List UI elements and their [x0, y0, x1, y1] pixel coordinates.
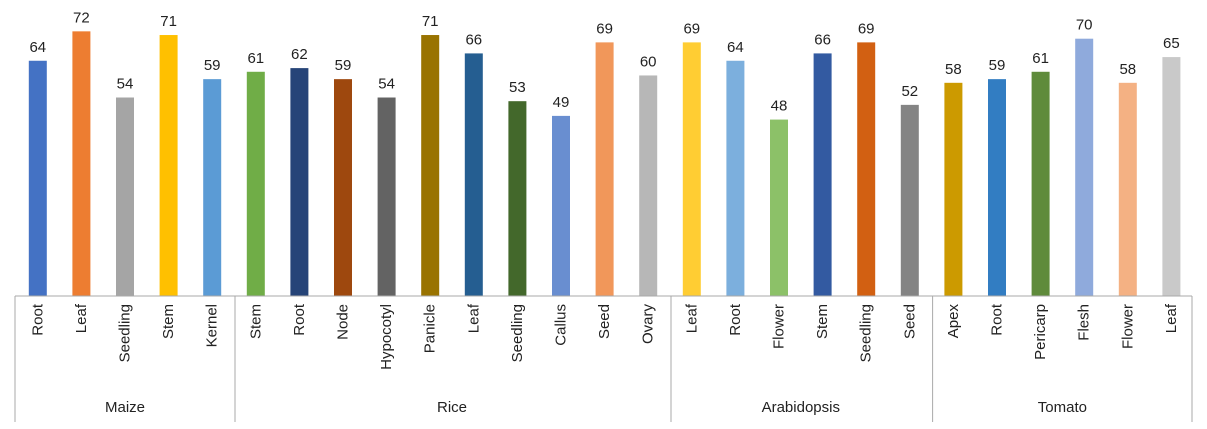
- data-label: 58: [1119, 61, 1136, 78]
- category-axis: [14, 295, 1193, 422]
- data-label: 71: [160, 13, 177, 30]
- category-tick-label: Root: [29, 303, 46, 336]
- data-label: 64: [29, 39, 46, 56]
- bar: [639, 75, 658, 297]
- bar: [595, 42, 614, 296]
- category-tick-label: Seed: [901, 304, 918, 339]
- data-label: 59: [989, 57, 1006, 74]
- category-tick-label: Leaf: [73, 303, 90, 333]
- category-tick-label: Root: [291, 303, 308, 336]
- bar: [72, 31, 91, 296]
- bar: [116, 97, 134, 296]
- category-tick-label: Pericarp: [1032, 304, 1049, 360]
- category-tick-label: Stem: [160, 304, 177, 339]
- data-label: 61: [1032, 50, 1049, 67]
- data-label: 70: [1076, 17, 1093, 34]
- category-tick-label: Leaf: [1163, 303, 1180, 333]
- bar: [1075, 38, 1094, 296]
- bar: [464, 53, 483, 296]
- data-label: 61: [247, 50, 264, 67]
- category-tick-label: Stem: [247, 304, 264, 339]
- bar: [726, 60, 745, 297]
- category-tick-label: Leaf: [683, 303, 700, 333]
- category-tick-label: Flower: [771, 304, 788, 349]
- data-label: 59: [204, 57, 221, 74]
- bar: [203, 79, 222, 296]
- group-label: Maize: [105, 399, 145, 416]
- data-label: 69: [596, 20, 613, 37]
- bar: [290, 68, 309, 296]
- category-tick-label: Root: [989, 303, 1006, 336]
- group-label: Tomato: [1038, 399, 1087, 416]
- bar: [944, 82, 963, 296]
- bar: [508, 101, 527, 296]
- data-label: 69: [858, 20, 875, 37]
- bar: [1162, 57, 1181, 296]
- category-tick-label: Seedling: [858, 304, 875, 362]
- category-tick-label: Seed: [596, 304, 613, 339]
- category-tick-label: Stem: [814, 304, 831, 339]
- bar: [159, 35, 178, 296]
- category-tick-label: Panicle: [422, 304, 439, 353]
- category-tick-label: Flower: [1119, 304, 1136, 349]
- data-label: 60: [640, 53, 657, 70]
- bar: [857, 42, 876, 296]
- data-label: 72: [73, 9, 90, 26]
- data-label: 59: [335, 57, 352, 74]
- category-tick-label: Ovary: [640, 304, 657, 345]
- category-tick-label: Node: [335, 304, 352, 340]
- bar: [1118, 82, 1137, 296]
- data-label: 66: [465, 31, 482, 48]
- category-tick-label: Kernel: [204, 304, 221, 347]
- category-tick-label: Apex: [945, 304, 962, 339]
- category-tick-label: Root: [727, 303, 744, 336]
- category-tick-label: Flesh: [1076, 304, 1093, 341]
- bar: [246, 71, 265, 296]
- bar: [813, 53, 832, 296]
- bar: [900, 104, 919, 296]
- bar: [552, 115, 570, 296]
- bar: [988, 79, 1006, 296]
- bar: [770, 119, 788, 296]
- bar: [421, 35, 440, 296]
- data-label: 52: [901, 83, 918, 100]
- bars-layer: [28, 31, 1181, 297]
- data-label: 71: [422, 13, 439, 30]
- bar: [1031, 71, 1050, 296]
- data-label: 48: [771, 98, 788, 115]
- group-labels-layer: Maize Rice Arabidopsis Tomato: [105, 399, 1087, 416]
- data-label: 65: [1163, 35, 1180, 52]
- category-tick-label: Callus: [553, 304, 570, 346]
- data-label: 62: [291, 46, 308, 63]
- value-labels-layer: 64 72 54 71 59 61 62 59 54 71 66 53 49 69 60 69 64 48 66 69…: [29, 9, 1179, 114]
- bar: [682, 42, 701, 296]
- category-tick-label: Hypocotyl: [378, 304, 395, 370]
- bar: [28, 60, 47, 297]
- data-label: 66: [814, 31, 831, 48]
- data-label: 54: [378, 76, 395, 93]
- data-label: 58: [945, 61, 962, 78]
- category-tick-label: Seedling: [509, 304, 526, 362]
- category-tick-label: Leaf: [465, 303, 482, 333]
- data-label: 64: [727, 39, 744, 56]
- category-tick-label: Seedling: [117, 304, 134, 362]
- data-label: 49: [553, 94, 570, 111]
- data-label: 53: [509, 79, 526, 96]
- bar: [334, 79, 352, 296]
- category-labels-layer: Root Leaf Seedling Stem Kernel Stem Root Node Hy…: [29, 303, 1180, 370]
- group-label: Rice: [437, 399, 467, 416]
- bar: [377, 97, 396, 296]
- data-label: 54: [117, 76, 134, 93]
- group-label: Arabidopsis: [762, 399, 840, 416]
- data-label: 69: [683, 20, 700, 37]
